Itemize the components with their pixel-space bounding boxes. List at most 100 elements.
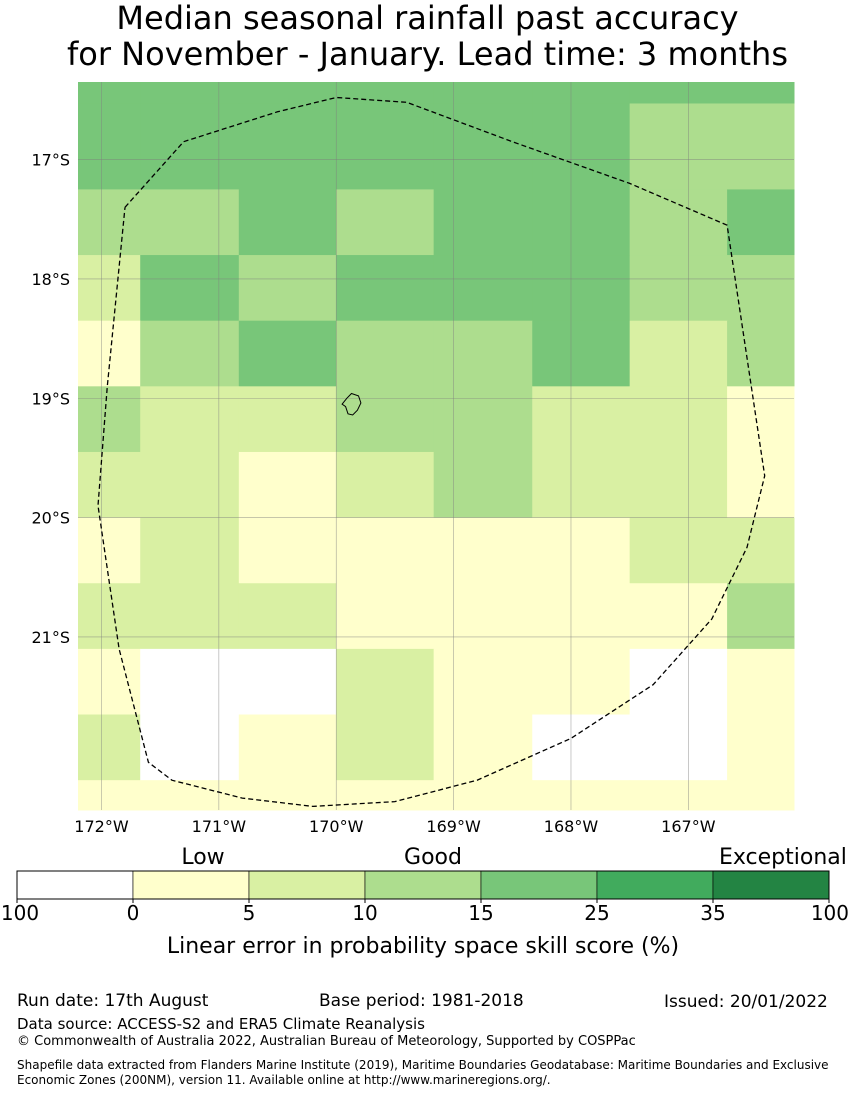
run-date: Run date: 17th August xyxy=(17,991,209,1011)
grid-cell xyxy=(238,583,337,650)
grid-cell xyxy=(727,451,795,519)
grid-cell xyxy=(532,780,631,811)
grid-cell xyxy=(629,386,728,453)
grid-cell xyxy=(238,648,337,716)
grid-cell xyxy=(629,255,728,322)
grid-cell xyxy=(238,517,337,584)
grid-cell xyxy=(629,648,728,716)
grid-cell xyxy=(336,320,435,387)
map-title: Median seasonal rainfall past accuracy f… xyxy=(0,0,855,72)
grid-cell xyxy=(727,189,795,256)
grid-cell xyxy=(78,780,141,811)
grid-cell xyxy=(336,255,435,322)
map-title-line-1: Median seasonal rainfall past accuracy xyxy=(116,0,739,37)
grid-cell xyxy=(727,82,795,104)
grid-cell xyxy=(238,189,337,256)
island-outline xyxy=(341,392,362,416)
colorbar-swatch xyxy=(132,870,250,900)
grid-cell xyxy=(238,103,337,190)
grid-cell xyxy=(336,583,435,650)
grid-cell xyxy=(629,780,728,811)
grid-cell xyxy=(78,451,141,519)
grid-cell xyxy=(336,648,435,716)
grid-cell xyxy=(629,714,728,781)
longitude-tick-label: 167°W xyxy=(661,817,716,836)
grid-cell xyxy=(238,451,337,519)
colorbar-tick-label: 15 xyxy=(468,901,493,925)
longitude-tick-label: 168°W xyxy=(544,817,599,836)
grid-cell xyxy=(532,255,631,322)
grid-cell xyxy=(78,82,141,104)
grid-cell xyxy=(433,103,533,190)
latitude-tick-label: 20°S xyxy=(31,509,70,528)
grid-cell xyxy=(532,451,631,519)
grid-cell xyxy=(238,714,337,781)
colorbar-tick-label: 5 xyxy=(243,901,256,925)
longitude-tick-label: 169°W xyxy=(426,817,481,836)
colorbar-tick-label: 100 xyxy=(1,901,39,925)
colorbar: Low Good Exceptional 100 0 5 10 15 25 35 100 Li… xyxy=(1,845,849,959)
issued-date: Issued: 20/01/2022 xyxy=(664,992,828,1012)
colorbar-swatch xyxy=(712,870,830,900)
base-period: Base period: 1981-2018 xyxy=(319,991,524,1011)
grid-cell xyxy=(433,82,533,104)
longitude-tick-label: 170°W xyxy=(309,817,364,836)
grid-cell xyxy=(140,189,240,256)
colorbar-title: Linear error in probability space skill … xyxy=(167,934,679,959)
eez-boundary xyxy=(97,96,766,808)
colorbar-tick-label: 25 xyxy=(584,901,609,925)
colorbar-tick-label: 0 xyxy=(127,901,140,925)
latitude-tick-label: 18°S xyxy=(31,270,70,289)
grid-cell xyxy=(78,714,141,781)
grid-cell xyxy=(140,648,240,716)
grid-cell xyxy=(629,517,728,584)
grid-cell xyxy=(629,103,728,190)
grid-cell xyxy=(238,320,337,387)
grid-cell xyxy=(336,103,435,190)
colorbar-swatch xyxy=(364,870,482,900)
grid-cell xyxy=(727,255,795,322)
grid-cell xyxy=(140,386,240,453)
colorbar-swatch xyxy=(16,870,134,900)
grid-cell xyxy=(727,648,795,716)
grid-cell xyxy=(433,714,533,781)
colorbar-tick-label: 10 xyxy=(352,901,377,925)
grid-cell xyxy=(433,189,533,256)
colorbar-swatch xyxy=(480,870,598,900)
latitude-tick-label: 17°S xyxy=(31,151,70,170)
grid-cell xyxy=(140,451,240,519)
grid-cell xyxy=(433,451,533,519)
grid-cell xyxy=(532,386,631,453)
colorbar-swatches xyxy=(16,870,830,900)
grid-cell xyxy=(78,386,141,453)
latitude-tick-label: 21°S xyxy=(31,628,70,647)
grid-cell xyxy=(336,451,435,519)
grid-cell xyxy=(433,255,533,322)
grid-cell xyxy=(532,189,631,256)
grid-cell xyxy=(78,320,141,387)
skill-grid-cells xyxy=(78,82,795,811)
data-source: Data source: ACCESS-S2 and ERA5 Climate … xyxy=(17,1015,425,1033)
grid-cell xyxy=(433,320,533,387)
shapefile-credit-line-2: Economic Zones (200NM), version 11. Avai… xyxy=(17,1073,551,1087)
longitude-tick-labels: 172°W 171°W 170°W 169°W 168°W 167°W xyxy=(74,817,715,836)
colorbar-category-exceptional: Exceptional xyxy=(719,845,847,870)
grid-cell xyxy=(727,780,795,811)
grid-cell xyxy=(336,82,435,104)
grid-cell xyxy=(140,255,240,322)
grid-cell xyxy=(78,583,141,650)
grid-cell xyxy=(433,517,533,584)
niue-island-outline xyxy=(341,392,362,416)
grid-cell xyxy=(336,714,435,781)
grid-cell xyxy=(433,583,533,650)
colorbar-tick-label: 35 xyxy=(700,901,725,925)
grid-cell xyxy=(336,386,435,453)
grid-cell xyxy=(238,386,337,453)
grid-cell xyxy=(629,583,728,650)
grid-cell xyxy=(629,189,728,256)
grid-cell xyxy=(532,82,631,104)
colorbar-tick-label: 100 xyxy=(811,901,849,925)
grid-cell xyxy=(140,103,240,190)
grid-cell xyxy=(727,583,795,650)
